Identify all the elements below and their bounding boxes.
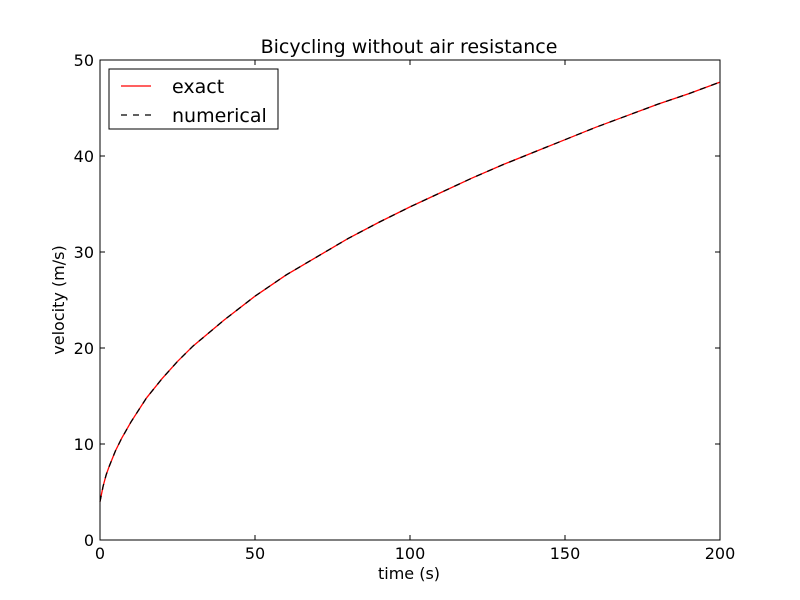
series-layer (99, 81, 721, 502)
y-tick-label: 20 (74, 339, 94, 358)
y-tick-label: 30 (74, 243, 94, 262)
y-axis-label: velocity (m/s) (49, 245, 68, 354)
x-axis-label: time (s) (378, 564, 440, 583)
x-tick-label: 100 (395, 544, 426, 563)
y-tick-label: 10 (74, 435, 94, 454)
legend-frame (108, 68, 279, 130)
x-tick-label: 200 (705, 544, 736, 563)
legend-label-exact: exact (172, 76, 224, 98)
y-tick-label: 50 (74, 51, 94, 70)
y-tick-label: 40 (74, 147, 94, 166)
legend: exact numerical (108, 68, 279, 130)
x-tick-label: 150 (550, 544, 581, 563)
chart-title: Bicycling without air resistance (261, 36, 558, 58)
y-tick-label: 0 (84, 531, 94, 550)
series-line-numerical (99, 81, 721, 502)
x-tick-label: 0 (95, 544, 105, 563)
legend-label-numerical: numerical (172, 105, 267, 127)
axes-layer: 0 50 100 150 200 0 10 20 30 40 50 (74, 51, 736, 563)
x-tick-label: 50 (245, 544, 265, 563)
